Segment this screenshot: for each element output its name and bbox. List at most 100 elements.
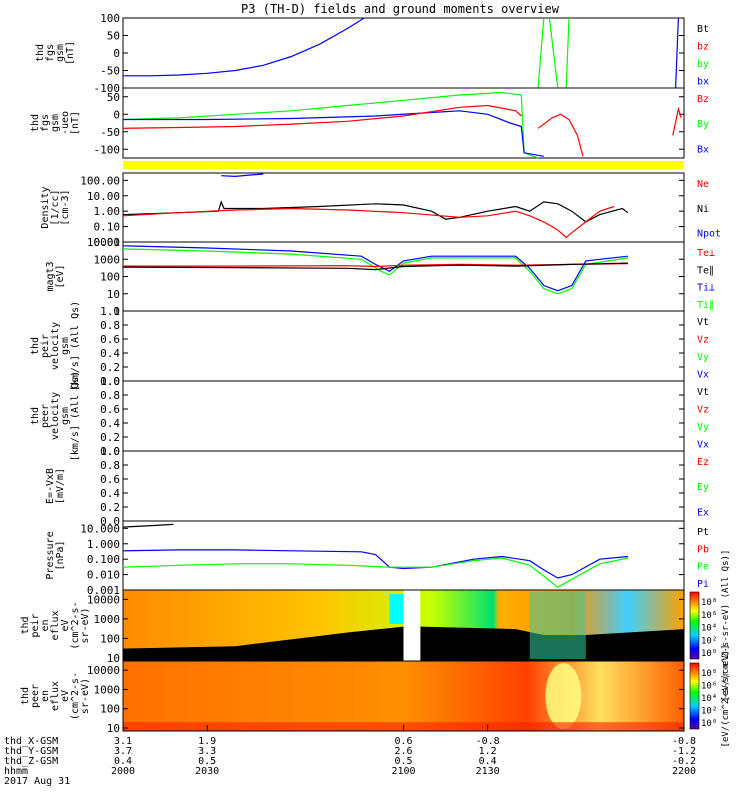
colorbar-gradient [689, 662, 700, 730]
ephemeris-value: -0.8 [476, 736, 500, 747]
y-tick-label: 0.6 [100, 333, 120, 346]
series-green-line [122, 248, 628, 295]
y-tick-label: 1.0 [100, 375, 120, 388]
y-axis-label: gsm [50, 114, 61, 132]
y-tick-label: 1 [113, 305, 120, 318]
y-axis-label: fgs [40, 114, 51, 132]
y-tick-label: 0.0 [100, 375, 120, 388]
y-tick-label: 1.0 [100, 305, 120, 318]
ephemeris-row-label: thd_X-GSM [4, 736, 58, 747]
ephemeris-row-label: thd_Y-GSM [4, 746, 58, 757]
legend-entry: by [697, 59, 709, 70]
ephemeris-value: 0.4 [479, 756, 497, 767]
panel-frame [122, 380, 685, 452]
y-axis-label: [eV] [55, 264, 66, 288]
y-axis-label: velocity [50, 322, 61, 370]
panel-frame [122, 172, 685, 243]
y-axis-label: [km/s] (All Qs) [70, 301, 81, 391]
ephemeris-value: 1.2 [479, 746, 497, 757]
legend-entry: Pi [697, 579, 709, 590]
y-tick-label: 0.4 [100, 417, 120, 430]
y-axis-label: [nT] [70, 111, 81, 135]
colorbar-tick-label: 10⁶ [701, 611, 717, 621]
ephemeris-value: 0.4 [114, 756, 132, 767]
legend-entry: Vx [697, 440, 709, 451]
legend-entry: Vy [697, 422, 709, 433]
y-tick-label: 0.0 [100, 445, 120, 458]
y-tick-label: 10.000 [80, 522, 120, 535]
y-tick-label: 0.2 [100, 431, 120, 444]
legend-entry: bx [697, 77, 709, 88]
legend-entry: Ex [697, 507, 709, 518]
y-tick-label: 0.100 [87, 553, 120, 566]
y-axis-label: (cm^2-s- [70, 672, 81, 720]
ephemeris-value: 2000 [111, 766, 135, 777]
ephemeris-value: 3.1 [114, 736, 132, 747]
panel-2: 50 0 -50 -100 thd fgs gsm -ueo [nT] Bz By Bx [30, 87, 709, 159]
y-tick-label: 1.00 [94, 205, 121, 218]
legend-entry: Vz [697, 405, 709, 416]
ephemeris-value: 0.5 [394, 756, 412, 767]
spectrogram-bright-region [545, 663, 582, 729]
colorbar-tick-label: 10⁰ [701, 719, 717, 729]
series-green-line [537, 17, 545, 89]
series-red-line [122, 104, 522, 129]
y-tick-label: 0 [113, 108, 120, 121]
y-axis-label: velocity [50, 392, 61, 440]
colorbar-label: [eV/(cm^2-s-sr-eV)] [721, 645, 731, 748]
legend-entry: Te⊥ [697, 248, 715, 259]
legend-entry: Npot [697, 229, 721, 240]
ephemeris-value: 2130 [476, 766, 500, 777]
ephemeris-value: -0.2 [672, 756, 696, 767]
spectrogram-cyan-patch [389, 594, 404, 624]
spectrogram-data-gap [403, 590, 421, 661]
y-axis-label: thd [35, 44, 46, 62]
y-tick-label: 1.0 [100, 445, 120, 458]
ephemeris-value: 0.6 [394, 736, 412, 747]
y-tick-label: 100 [100, 12, 120, 25]
legend-entry: Ti∥ [697, 300, 714, 311]
y-tick-label: 10 [107, 288, 120, 301]
ephemeris-value: 3.7 [114, 746, 132, 757]
series-green-line [122, 91, 539, 159]
ephemeris-value: 3.3 [198, 746, 216, 757]
colorbar-tick-label: 10⁴ [701, 624, 717, 634]
date-label: 2017 Aug 31 [4, 776, 70, 787]
y-axis-label: [cm-3] [60, 189, 71, 225]
series-black-line [122, 262, 628, 271]
panel-8: 10.000 1.000 0.100 0.010 0.001 Pressure [nPa] P… [45, 520, 709, 597]
y-tick-label: 0.001 [87, 584, 120, 597]
panel-9: 10⁸ 10⁶ 10⁴ 10² 10⁰ [eV/(cm^2-s-sr-eV) (All Q… [20, 550, 731, 702]
y-tick-label: 0 [113, 47, 120, 60]
y-tick-label: 100 [100, 632, 120, 645]
y-axis-label: peer [40, 404, 51, 428]
colorbar-tick-label: 10² [701, 636, 717, 646]
series-blue-line [123, 17, 365, 77]
series-green-line [548, 17, 559, 89]
y-tick-label: 100 [100, 271, 120, 284]
ephemeris-value: 2030 [195, 766, 219, 777]
series-blue-line [122, 549, 628, 579]
panel-frame [122, 87, 685, 159]
y-tick-label: -100 [94, 82, 121, 95]
y-axis-label: gsm [60, 407, 71, 425]
legend-entry: Te∥ [697, 265, 714, 276]
colorbar: 10⁸ 10⁶ 10⁴ 10² 10⁰ [eV/(cm^2-s-sr-eV) (All Q… [689, 550, 731, 701]
y-axis-label: [nT] [65, 41, 76, 65]
legend-entry: Pt [697, 527, 709, 538]
y-tick-label: 10000 [87, 236, 120, 249]
y-axis-label: eV [60, 619, 71, 631]
y-axis-label: fgs [45, 44, 56, 62]
series-green-line [565, 17, 570, 89]
y-tick-label: 1000 [94, 683, 121, 696]
series-blue-line [675, 17, 679, 89]
y-tick-label: 0.10 [94, 221, 121, 234]
series-black-line [122, 523, 174, 528]
y-axis-label: thd [20, 687, 31, 705]
y-tick-label: 0.0 [100, 515, 120, 528]
legend-entry: Ne [697, 179, 709, 190]
panel-4: 10000 1000 100 10 1 magt3 [eV] Te⊥ Te∥ Ti⊥ Ti∥ [45, 236, 715, 318]
